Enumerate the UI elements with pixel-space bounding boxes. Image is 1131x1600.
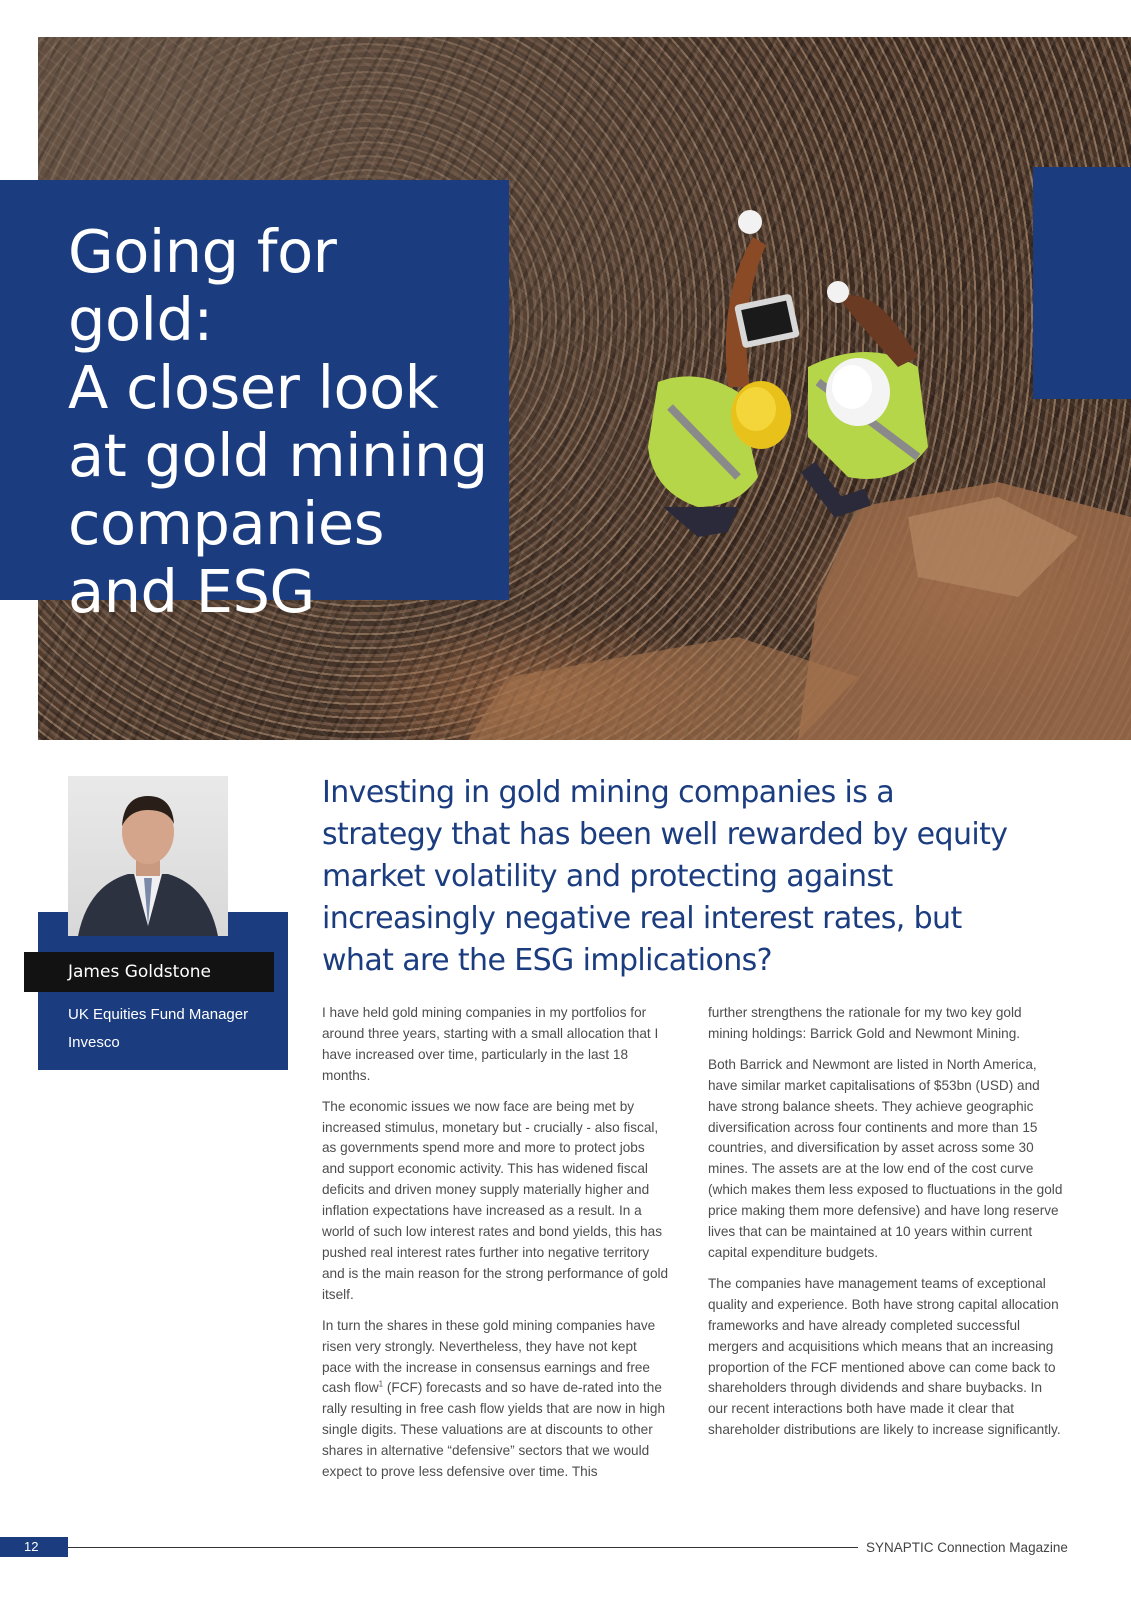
paragraph: I have held gold mining companies in my …	[322, 1005, 659, 1083]
footer-rule	[68, 1547, 858, 1548]
paragraph-text: (FCF) forecasts and so have de-rated int…	[322, 1380, 666, 1480]
miners-illustration	[468, 210, 1131, 740]
page-number-box: 12	[0, 1537, 68, 1557]
author-name-bar	[24, 952, 274, 992]
hero-photo	[38, 37, 1131, 740]
author-company: Invesco	[68, 1034, 120, 1051]
paragraph: In turn the shares in these gold mining …	[322, 1316, 670, 1483]
title-line: companies	[68, 489, 384, 558]
title-line: at gold mining	[68, 421, 488, 490]
body-column-2: further strengthens the rationale for my…	[708, 1003, 1063, 1451]
body-column-1: I have held gold mining companies in my …	[322, 1003, 670, 1493]
page-number: 12	[24, 1539, 39, 1554]
paragraph: Both Barrick and Newmont are listed in N…	[708, 1056, 1063, 1260]
paragraph-text: In turn the shares in these gold mining …	[322, 1317, 656, 1396]
accent-block	[1033, 167, 1131, 399]
portrait-illustration	[78, 796, 218, 936]
standfirst: Investing in gold mining companies is a …	[322, 775, 1008, 978]
title-line: and ESG	[68, 557, 315, 626]
footnote-ref: 1	[378, 1379, 384, 1389]
author-photo	[68, 776, 228, 936]
article-title: Going for gold: A closer look at gold mi…	[68, 218, 488, 626]
paragraph: further strengthens the rationale for my…	[708, 1005, 1022, 1041]
title-line: Going for gold:	[68, 217, 337, 354]
title-line: A closer look	[68, 353, 439, 422]
paragraph: The companies have management teams of e…	[708, 1275, 1061, 1438]
title-panel	[0, 180, 509, 600]
publication-name: SYNAPTIC Connection Magazine	[866, 1540, 1068, 1555]
paragraph: The economic issues we now face are bein…	[322, 1098, 669, 1302]
author-details: UK Equities Fund Manager Invesco	[68, 1001, 268, 1057]
author-role: UK Equities Fund Manager	[68, 1006, 249, 1023]
author-name: James Goldstone	[68, 962, 211, 982]
